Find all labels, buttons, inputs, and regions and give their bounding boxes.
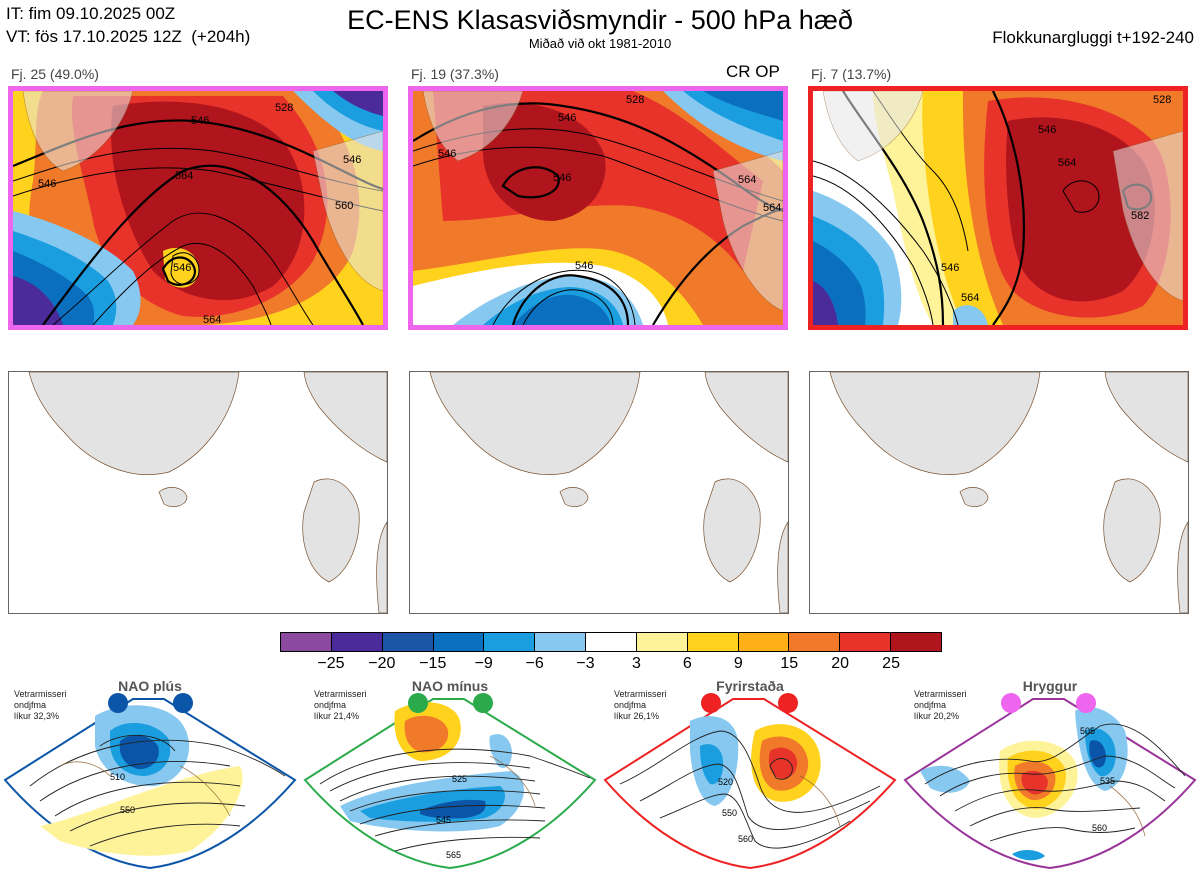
colorbar-segment xyxy=(382,633,434,651)
regime-blocking: 520 550 560 Fyrirstaða Vetrarmisseri ondj… xyxy=(600,676,900,871)
cluster-3-label: Fj. 7 (13.7%) xyxy=(811,66,892,82)
cluster-3-map[interactable]: 546 564 582 546 564 528 xyxy=(808,86,1188,330)
regime-name: NAO plús xyxy=(118,678,182,694)
contour-label: 546 xyxy=(38,178,56,190)
page-title: EC-ENS Klasasviðsmyndir - 500 hPa hæð xyxy=(347,5,853,35)
colorbar-segment xyxy=(433,633,485,651)
contour-label: 546 xyxy=(343,154,361,166)
regime-nao-plus: 510 550 NAO plús Vetrarmisseri ondjfma lík… xyxy=(0,676,300,871)
cluster-2-label: Fj. 19 (37.3%) xyxy=(411,66,499,82)
contour-label: 550 xyxy=(120,805,135,815)
colorbar-segment xyxy=(840,633,892,651)
contour-label: 550 xyxy=(722,808,737,818)
colorbar-segment xyxy=(738,633,790,651)
operational-run-marker: CR OP xyxy=(726,62,780,81)
contour-label: 564 xyxy=(738,174,756,186)
colorbar-tick-label: −15 xyxy=(419,655,447,672)
contour-label: 546 xyxy=(941,262,959,274)
contour-label: 560 xyxy=(738,834,753,844)
colorbar-segment xyxy=(484,633,536,651)
regime-name: Hryggur xyxy=(1022,678,1078,694)
contour-label: 528 xyxy=(1153,94,1171,106)
valid-time: VT: fös 17.10.2025 12Z (+204h) xyxy=(6,27,251,46)
contour-label: 564 xyxy=(1058,157,1076,169)
regime-name: Fyrirstaða xyxy=(716,678,784,694)
contour-label: 510 xyxy=(110,772,125,782)
contour-label: 560 xyxy=(335,200,353,212)
empty-basemap-1 xyxy=(8,371,388,614)
classification-window: Flokkunargluggi t+192-240 xyxy=(992,28,1194,47)
contour-label: 546 xyxy=(438,148,456,160)
regime-ridge: 505 535 560 Hryggur Vetrarmisseri ondjfma… xyxy=(900,676,1200,871)
contour-label: 564 xyxy=(961,292,979,304)
contour-label: 546 xyxy=(173,262,191,274)
colorbar-tick-label: −6 xyxy=(525,655,544,672)
anomaly-colorbar xyxy=(280,632,942,652)
regime-nao-minus: 525 545 565 NAO mínus Vetrarmisseri ondjf… xyxy=(300,676,600,871)
colorbar-segment xyxy=(789,633,841,651)
regime-note: Vetrarmisseri ondjfma líkur 21,4% xyxy=(314,689,367,721)
contour-label: 546 xyxy=(1038,124,1056,136)
initial-time: IT: fim 09.10.2025 00Z xyxy=(6,4,176,23)
colorbar-segment xyxy=(331,633,383,651)
climatology-subtitle: Miðað við okt 1981-2010 xyxy=(528,36,672,51)
colorbar-segment xyxy=(281,633,332,651)
colorbar-segment xyxy=(535,633,587,651)
contour-label: 545 xyxy=(436,815,451,825)
contour-label: 535 xyxy=(1100,776,1115,786)
colorbar-tick-label: −20 xyxy=(368,655,396,672)
colorbar-tick-label: 15 xyxy=(780,655,799,672)
contour-label: 528 xyxy=(275,102,293,114)
contour-label: 505 xyxy=(1080,726,1095,736)
colorbar-segment xyxy=(636,633,688,651)
contour-label: 564 xyxy=(175,170,193,182)
regime-note: Vetrarmisseri ondjfma líkur 32,3% xyxy=(14,689,67,721)
regime-note: Vetrarmisseri ondjfma líkur 20,2% xyxy=(914,689,967,721)
contour-label: 582 xyxy=(1131,210,1149,222)
colorbar-tick-label: 20 xyxy=(831,655,850,672)
empty-basemap-3 xyxy=(809,371,1189,614)
empty-basemap-2 xyxy=(409,371,789,614)
contour-label: 528 xyxy=(626,94,644,106)
colorbar-tick-label: 6 xyxy=(682,655,692,672)
cluster-2-map[interactable]: 528 546 546 564 546 564 546 xyxy=(408,86,788,330)
colorbar-tick-label: −3 xyxy=(576,655,595,672)
contour-label: 546 xyxy=(575,260,593,272)
regime-name: NAO mínus xyxy=(411,678,489,694)
colorbar-tick-label: −9 xyxy=(474,655,493,672)
colorbar-tick-label: 25 xyxy=(882,655,900,672)
colorbar-tick-label: 9 xyxy=(733,655,743,672)
contour-label: 546 xyxy=(191,115,209,127)
contour-label: 520 xyxy=(718,777,733,787)
colorbar-tick-label: −25 xyxy=(317,655,345,672)
contour-label: 565 xyxy=(446,850,461,860)
regime-note: Vetrarmisseri ondjfma líkur 26,1% xyxy=(614,689,667,721)
contour-label: 525 xyxy=(452,774,467,784)
colorbar-segment xyxy=(687,633,739,651)
contour-label: 564 xyxy=(763,202,781,214)
contour-label: 564 xyxy=(203,314,221,325)
colorbar-tick-label: 3 xyxy=(632,655,641,672)
contour-label: 560 xyxy=(1092,823,1107,833)
contour-label: 546 xyxy=(553,172,571,184)
cluster-1-map[interactable]: 546 546 564 546 560 528 546 564 xyxy=(8,86,388,330)
colorbar-segment xyxy=(586,633,637,651)
contour-label: 546 xyxy=(558,112,576,124)
cluster-1-label: Fj. 25 (49.0%) xyxy=(11,66,99,82)
colorbar-segment xyxy=(891,633,941,651)
